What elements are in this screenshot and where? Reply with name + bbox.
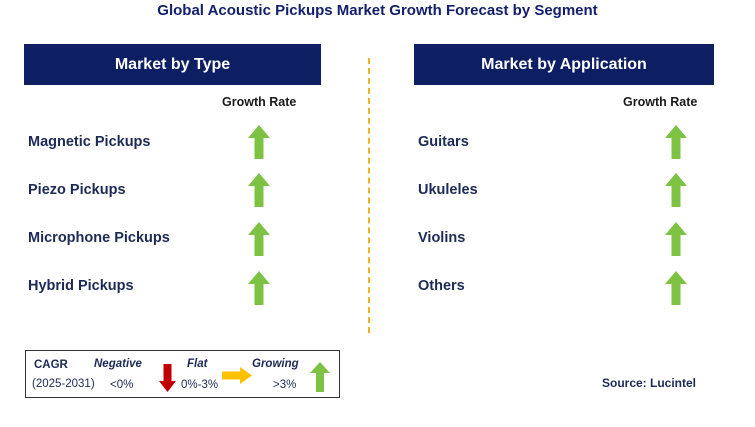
source-note: Source: Lucintel xyxy=(602,376,697,390)
legend-flat-label: Flat xyxy=(187,358,208,370)
panel-divider xyxy=(368,58,370,333)
cagr-legend: CAGR (2025-2031) Negative <0% Flat 0%-3%… xyxy=(25,350,340,398)
legend-cagr-label: CAGR xyxy=(34,359,68,371)
up-arrow-icon xyxy=(248,173,270,207)
legend-growing-range: >3% xyxy=(273,379,297,391)
application-item-guitars: Guitars xyxy=(418,134,469,150)
legend-negative-label: Negative xyxy=(94,358,142,370)
market-by-type-header: Market by Type xyxy=(24,44,321,85)
up-arrow-icon xyxy=(248,222,270,256)
legend-negative-range: <0% xyxy=(110,379,134,391)
legend-growing-label: Growing xyxy=(252,358,299,370)
up-arrow-icon xyxy=(310,362,330,392)
application-item-others: Others xyxy=(418,278,465,294)
up-arrow-icon xyxy=(665,271,687,305)
right-arrow-icon xyxy=(222,367,252,384)
type-item-microphone-pickups: Microphone Pickups xyxy=(28,230,170,246)
market-by-application-header: Market by Application xyxy=(414,44,714,85)
application-growth-rate-label: Growth Rate xyxy=(623,95,698,109)
type-item-hybrid-pickups: Hybrid Pickups xyxy=(28,278,134,294)
type-growth-rate-label: Growth Rate xyxy=(222,95,297,109)
application-item-ukuleles: Ukuleles xyxy=(418,182,478,198)
up-arrow-icon xyxy=(665,222,687,256)
application-item-violins: Violins xyxy=(418,230,466,246)
page-title: Global Acoustic Pickups Market Growth Fo… xyxy=(157,2,598,19)
up-arrow-icon xyxy=(248,125,270,159)
down-arrow-icon xyxy=(159,364,176,392)
legend-flat-range: 0%-3% xyxy=(181,379,219,391)
up-arrow-icon xyxy=(665,125,687,159)
up-arrow-icon xyxy=(665,173,687,207)
type-item-piezo-pickups: Piezo Pickups xyxy=(28,182,126,198)
up-arrow-icon xyxy=(248,271,270,305)
type-item-magnetic-pickups: Magnetic Pickups xyxy=(28,134,151,150)
legend-period: (2025-2031) xyxy=(32,378,95,390)
